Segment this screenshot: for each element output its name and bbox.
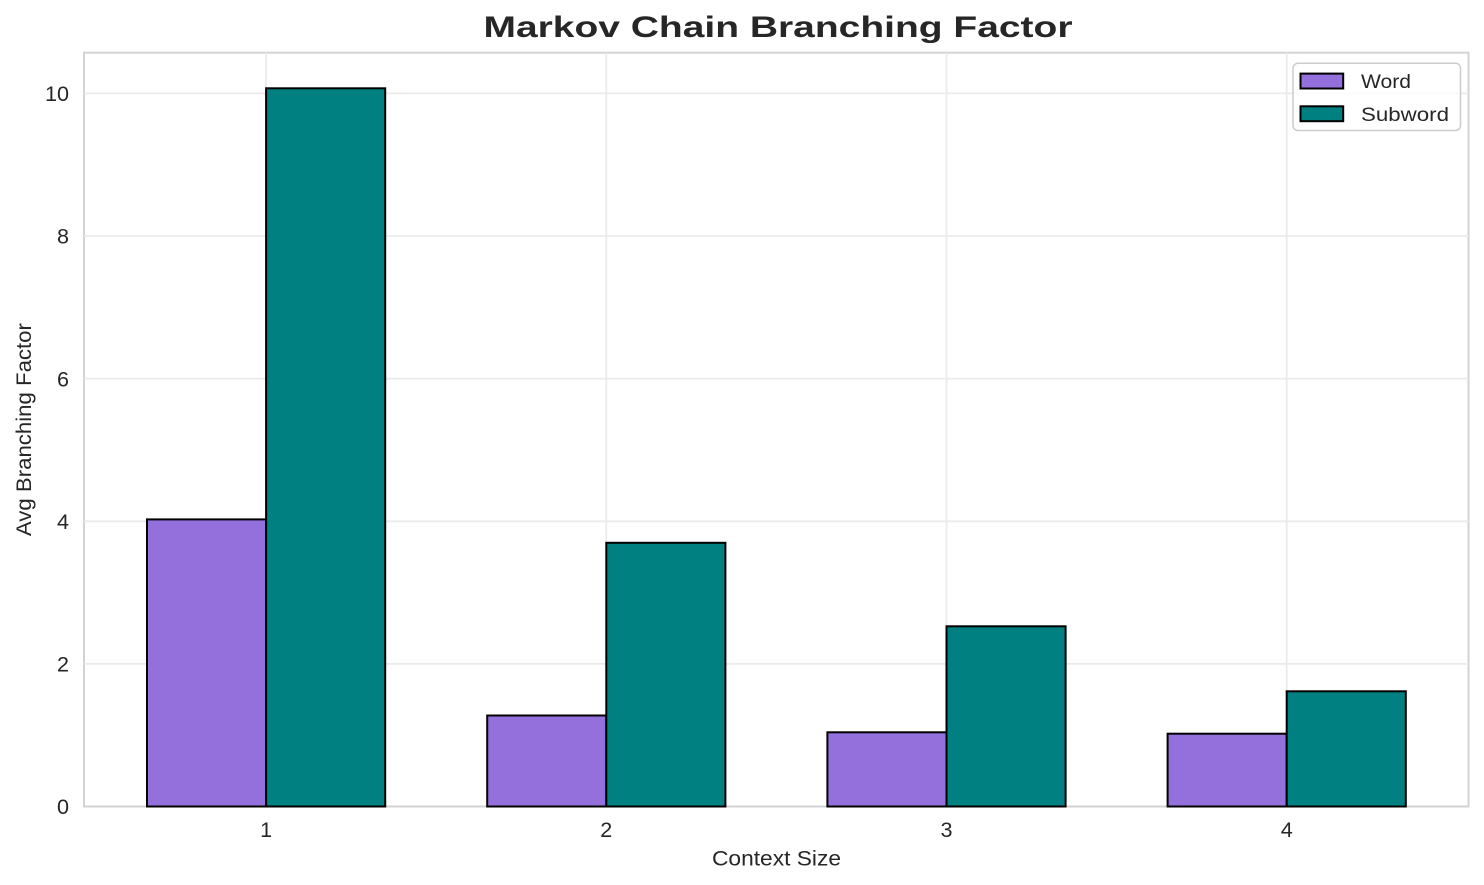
svg-text:Context Size: Context Size	[712, 847, 841, 871]
svg-text:0: 0	[57, 794, 69, 819]
svg-text:2: 2	[600, 817, 612, 842]
svg-text:Subword: Subword	[1361, 104, 1449, 126]
svg-text:Avg Branching Factor: Avg Branching Factor	[12, 323, 36, 536]
svg-text:Word: Word	[1361, 71, 1411, 93]
svg-text:2: 2	[57, 652, 69, 677]
svg-text:4: 4	[1281, 817, 1293, 842]
svg-text:10: 10	[45, 81, 69, 106]
svg-text:Markov Chain Branching Factor: Markov Chain Branching Factor	[484, 11, 1073, 44]
svg-text:8: 8	[57, 224, 69, 249]
svg-text:1: 1	[260, 817, 272, 842]
svg-text:6: 6	[57, 366, 69, 391]
svg-text:3: 3	[940, 817, 952, 842]
svg-text:4: 4	[57, 509, 69, 534]
